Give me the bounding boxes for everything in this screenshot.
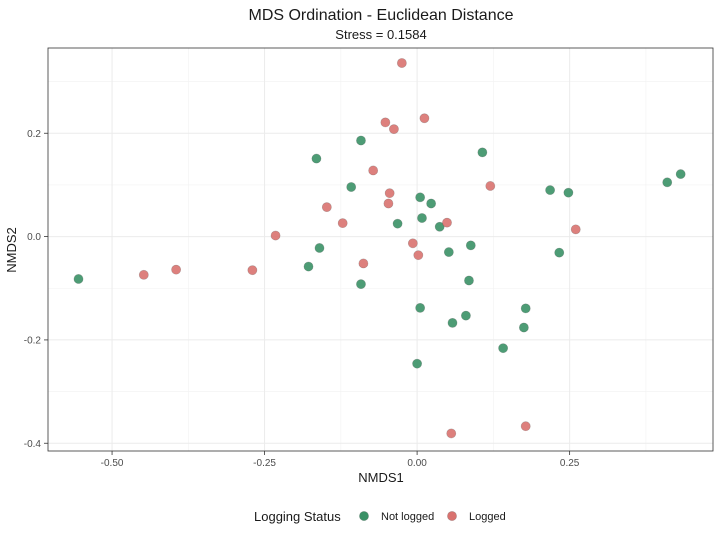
point-not-logged [554, 247, 565, 258]
point-not-logged [346, 182, 357, 192]
point-not-logged [662, 177, 673, 188]
point-not-logged [392, 218, 403, 229]
point-not-logged [303, 261, 314, 272]
y-axis-title: NMDS2 [4, 227, 19, 273]
data-points [73, 58, 686, 439]
legend-title: Logging Status [254, 509, 341, 524]
point-not-logged [356, 135, 366, 146]
point-not-logged [520, 303, 531, 314]
point-not-logged [426, 198, 437, 209]
point-not-logged [675, 169, 686, 179]
point-logged [413, 250, 424, 261]
point-not-logged [434, 221, 445, 232]
point-not-logged [461, 310, 471, 321]
point-logged [321, 202, 332, 213]
point-not-logged [443, 247, 454, 257]
major-gridlines [48, 48, 713, 451]
point-not-logged [311, 153, 322, 164]
minor-gridlines [48, 48, 713, 451]
point-not-logged [447, 317, 458, 328]
plot-panel [47, 47, 714, 452]
x-tick-label: -0.50 [101, 458, 124, 469]
legend-items: Not logged Logged [359, 511, 506, 523]
point-not-logged [415, 192, 426, 203]
chart-subtitle: Stress = 0.1584 [335, 27, 426, 42]
y-tick-label: -0.2 [24, 335, 42, 346]
point-not-logged [412, 358, 423, 369]
point-logged [368, 165, 379, 176]
point-logged [138, 269, 149, 280]
point-not-logged [518, 322, 529, 333]
point-logged [407, 238, 418, 249]
plot-border [47, 47, 714, 452]
point-logged [247, 265, 258, 276]
y-tick-label: 0.2 [27, 129, 41, 140]
point-not-logged [356, 279, 366, 290]
point-not-logged [464, 275, 474, 286]
x-tick-label: 0.25 [560, 458, 580, 469]
legend-label-not-logged: Not logged [381, 511, 434, 523]
point-logged [520, 421, 531, 432]
point-not-logged [417, 213, 427, 223]
legend-key-logged [447, 511, 457, 521]
x-axis-title: NMDS1 [358, 470, 404, 485]
legend-label-logged: Logged [469, 511, 506, 523]
point-logged [171, 264, 182, 275]
point-logged [389, 124, 399, 135]
point-logged [570, 224, 581, 235]
point-logged [396, 58, 407, 68]
y-tick-label: -0.4 [24, 439, 42, 450]
point-not-logged [415, 302, 426, 313]
point-not-logged [545, 185, 556, 195]
point-logged [383, 198, 394, 209]
point-logged [442, 217, 452, 228]
legend-key-not-logged [359, 511, 369, 521]
y-axis-ticks: -0.4 -0.2 0.0 0.2 [24, 129, 48, 450]
point-logged [485, 181, 496, 191]
point-not-logged [498, 343, 509, 354]
plot-background [48, 48, 713, 451]
x-tick-label: -0.25 [253, 458, 276, 469]
x-tick-label: 0.00 [407, 458, 427, 469]
point-not-logged [477, 147, 488, 158]
chart-title: MDS Ordination - Euclidean Distance [248, 7, 513, 24]
x-axis-ticks: -0.50 -0.25 0.00 0.25 [101, 451, 580, 469]
point-not-logged [465, 240, 476, 251]
point-logged [380, 117, 391, 128]
point-logged [384, 188, 395, 199]
point-not-logged [563, 187, 574, 198]
point-logged [337, 218, 348, 229]
legend: Logging Status Not logged Logged [254, 509, 506, 524]
point-logged [270, 230, 281, 241]
point-not-logged [314, 243, 325, 253]
point-logged [419, 113, 430, 124]
point-logged [446, 428, 457, 439]
point-not-logged [73, 274, 84, 284]
point-logged [358, 258, 369, 269]
y-tick-label: 0.0 [27, 232, 41, 243]
